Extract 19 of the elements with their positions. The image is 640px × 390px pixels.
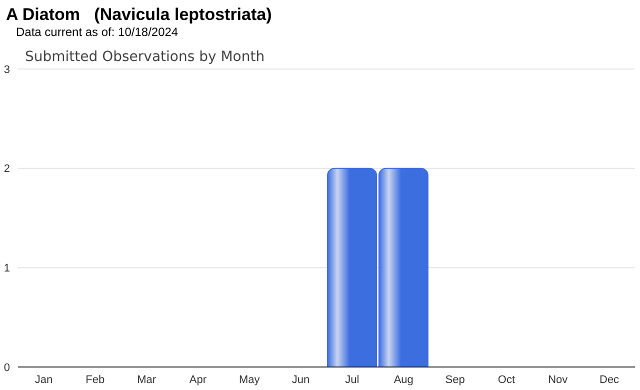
x-tick-label: Oct (498, 374, 516, 386)
chart-subtitle: Data current as of: 10/18/2024 (16, 25, 178, 39)
text: Submitted Observations by Month (25, 49, 265, 65)
y-tick-label: 2 (4, 163, 10, 176)
x-tick-label: Feb (86, 374, 105, 386)
x-tick-label: Jul (345, 374, 360, 386)
x-tick-label: Jun (292, 374, 310, 386)
y-tick-label: 3 (4, 64, 10, 76)
x-tick-label: May (238, 374, 260, 386)
y-tick-label: 0 (4, 362, 10, 374)
x-tick-label: Nov (548, 374, 568, 386)
x-tick-label: Aug (394, 374, 414, 386)
y-tick-label: 1 (4, 262, 10, 275)
chart-title: A Diatom (Navicula leptostriata) (6, 5, 272, 25)
x-tick-label: Apr (189, 374, 207, 386)
x-tick-label: Dec (600, 374, 620, 386)
x-tick-label: Sep (445, 374, 465, 386)
x-tick-label: Mar (137, 374, 156, 386)
x-tick-label: Jan (34, 374, 53, 386)
